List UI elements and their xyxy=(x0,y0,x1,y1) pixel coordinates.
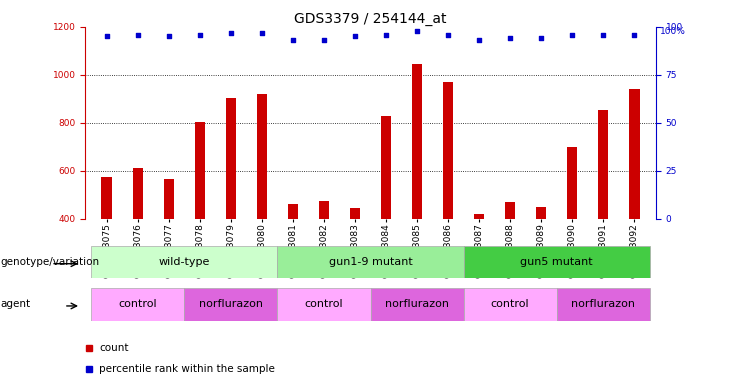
Point xyxy=(628,31,640,38)
Point xyxy=(132,31,144,38)
Point xyxy=(225,30,237,36)
Bar xyxy=(91,246,277,278)
Bar xyxy=(102,177,113,219)
Bar xyxy=(288,204,299,219)
Point xyxy=(318,37,330,43)
Bar xyxy=(598,110,608,219)
Point xyxy=(535,35,547,41)
Point xyxy=(566,31,578,38)
Bar xyxy=(195,122,205,219)
Bar xyxy=(164,179,174,219)
Point xyxy=(163,33,175,40)
Text: norflurazon: norflurazon xyxy=(199,299,263,310)
Text: control: control xyxy=(119,299,157,310)
Text: 100%: 100% xyxy=(659,27,685,36)
Text: gun1-9 mutant: gun1-9 mutant xyxy=(328,257,413,267)
Bar xyxy=(277,288,370,321)
Point xyxy=(256,30,268,36)
Bar xyxy=(411,64,422,219)
Point xyxy=(597,31,609,38)
Bar xyxy=(505,202,516,219)
Bar xyxy=(277,246,464,278)
Bar xyxy=(464,246,650,278)
Text: control: control xyxy=(305,299,343,310)
Bar xyxy=(225,98,236,219)
Text: gun5 mutant: gun5 mutant xyxy=(520,257,593,267)
Point xyxy=(101,33,113,40)
Point xyxy=(504,35,516,41)
Bar xyxy=(370,288,464,321)
Point xyxy=(194,31,206,38)
Point xyxy=(411,28,423,34)
Text: norflurazon: norflurazon xyxy=(385,299,449,310)
Bar xyxy=(91,288,185,321)
Bar xyxy=(256,94,268,219)
Bar xyxy=(185,288,277,321)
Bar xyxy=(473,214,485,219)
Bar xyxy=(319,201,330,219)
Bar xyxy=(567,147,577,219)
Bar xyxy=(442,82,453,219)
Bar xyxy=(133,169,143,219)
Text: genotype/variation: genotype/variation xyxy=(1,257,100,267)
Text: percentile rank within the sample: percentile rank within the sample xyxy=(99,364,275,374)
Bar xyxy=(381,116,391,219)
Point xyxy=(349,33,361,40)
Bar xyxy=(536,207,546,219)
Point xyxy=(287,37,299,43)
Point xyxy=(442,31,454,38)
Text: agent: agent xyxy=(1,299,31,310)
Bar xyxy=(556,288,650,321)
Point xyxy=(473,37,485,43)
Text: wild-type: wild-type xyxy=(159,257,210,267)
Text: norflurazon: norflurazon xyxy=(571,299,635,310)
Point xyxy=(380,31,392,38)
Bar xyxy=(350,208,360,219)
Text: control: control xyxy=(491,299,529,310)
Bar xyxy=(464,288,556,321)
Text: count: count xyxy=(99,343,128,353)
Title: GDS3379 / 254144_at: GDS3379 / 254144_at xyxy=(294,12,447,26)
Bar xyxy=(628,89,639,219)
